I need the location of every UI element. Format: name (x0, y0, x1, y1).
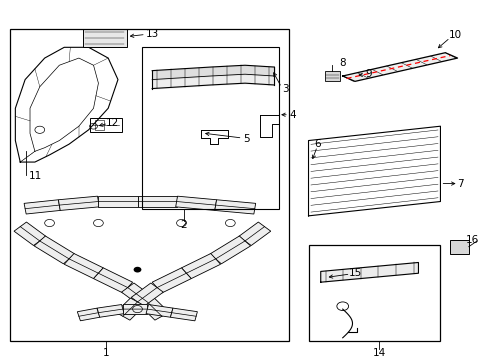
Polygon shape (181, 253, 221, 279)
Text: 14: 14 (373, 348, 386, 358)
Text: 2: 2 (181, 220, 187, 230)
Polygon shape (98, 196, 138, 207)
Polygon shape (138, 196, 176, 207)
Bar (10, 30, 289, 341)
Bar (143, 47, 279, 209)
Text: 4: 4 (289, 110, 295, 120)
Polygon shape (24, 200, 60, 214)
Bar (83, 29, 127, 46)
Polygon shape (215, 200, 256, 214)
Text: 13: 13 (146, 29, 159, 39)
Polygon shape (140, 298, 169, 320)
Bar (309, 244, 441, 341)
Polygon shape (14, 222, 46, 246)
Polygon shape (152, 268, 191, 293)
Text: 3: 3 (282, 84, 289, 94)
Text: 16: 16 (466, 234, 479, 244)
Polygon shape (176, 196, 217, 211)
Bar (95, 120, 104, 130)
Polygon shape (58, 196, 99, 211)
Text: 7: 7 (457, 179, 464, 189)
Circle shape (134, 267, 142, 273)
Text: 1: 1 (102, 348, 109, 358)
Text: 5: 5 (244, 134, 250, 144)
Polygon shape (77, 308, 100, 321)
Polygon shape (171, 308, 197, 321)
Polygon shape (64, 253, 103, 279)
Text: 6: 6 (315, 139, 321, 149)
Polygon shape (116, 298, 145, 320)
Polygon shape (123, 305, 147, 314)
Polygon shape (122, 283, 153, 306)
Polygon shape (239, 222, 271, 246)
Polygon shape (343, 53, 458, 81)
Bar (450, 240, 469, 253)
Text: 10: 10 (448, 31, 462, 40)
Bar (325, 71, 340, 81)
Bar (90, 118, 122, 132)
Polygon shape (34, 236, 75, 264)
Polygon shape (210, 236, 250, 264)
Text: 12: 12 (105, 118, 119, 127)
Text: 8: 8 (340, 58, 346, 68)
Text: 11: 11 (29, 171, 43, 181)
Polygon shape (131, 283, 163, 306)
Polygon shape (321, 262, 418, 282)
Polygon shape (97, 305, 124, 317)
Polygon shape (146, 305, 173, 317)
Text: 15: 15 (349, 268, 363, 278)
Polygon shape (94, 268, 133, 293)
Text: 9: 9 (366, 69, 372, 79)
